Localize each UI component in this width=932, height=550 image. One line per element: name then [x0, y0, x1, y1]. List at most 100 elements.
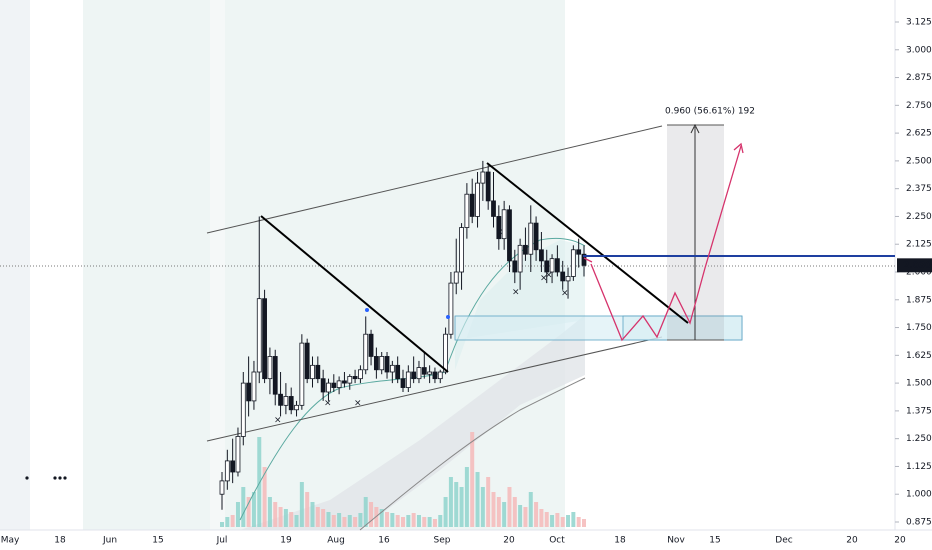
candle-body — [384, 356, 390, 373]
candle-body — [411, 371, 417, 380]
volume-bar — [502, 502, 507, 527]
volume-bar — [411, 513, 416, 527]
signal: × — [545, 271, 553, 281]
y-tick-label: 2.750 — [906, 101, 932, 111]
candle-body — [539, 249, 544, 262]
candle-body — [352, 376, 358, 380]
candle-body — [379, 356, 385, 371]
x-tick-label: 18 — [54, 536, 66, 546]
volume-bar — [363, 497, 368, 527]
candle-body — [224, 460, 230, 482]
volume-bar — [555, 513, 560, 527]
volume-bar — [390, 513, 395, 527]
volume-bar — [443, 497, 448, 527]
signal: × — [512, 288, 520, 298]
candle-body — [347, 376, 353, 384]
candle-body — [230, 460, 236, 473]
candle-body — [517, 244, 523, 273]
candle-body — [331, 382, 337, 388]
x-tick-label: 19 — [280, 536, 292, 546]
x-tick-label: Nov — [667, 536, 685, 546]
volume-bar — [385, 512, 390, 527]
candle-body — [336, 380, 342, 388]
candle-body — [251, 371, 257, 402]
session-band — [0, 0, 30, 530]
volume-bar — [294, 515, 299, 527]
signal: × — [561, 289, 569, 299]
volume-bar — [326, 512, 331, 527]
volume-bar — [496, 497, 501, 527]
candle-body — [453, 271, 459, 284]
candle-body — [570, 249, 576, 277]
candle-body — [342, 380, 347, 384]
volume-bar — [464, 467, 469, 527]
x-tick-label: Jul — [216, 536, 228, 546]
x-tick-label: 18 — [614, 536, 626, 546]
candle-body — [326, 382, 331, 393]
volume-bar — [230, 515, 235, 527]
volume-bar — [347, 515, 352, 527]
volume-bar — [331, 515, 336, 527]
volume-bar — [257, 437, 262, 527]
candle-body — [528, 222, 534, 255]
y-tick-label: 2.000 — [906, 268, 932, 278]
candle-body — [272, 356, 278, 395]
volume-bar — [544, 512, 549, 527]
trend-line — [486, 162, 689, 324]
volume-bar — [342, 517, 347, 527]
volume-bar — [315, 507, 320, 527]
menu-dot[interactable] — [53, 476, 57, 480]
menu-dot[interactable] — [58, 476, 62, 480]
candle-body — [262, 298, 267, 380]
volume-bar — [539, 509, 544, 527]
candle-body — [581, 253, 587, 266]
x-tick-label: 15 — [152, 536, 163, 546]
candle-body — [448, 282, 454, 335]
volume-bar — [278, 507, 283, 527]
measure-arrowhead — [690, 123, 700, 134]
volume-bar — [438, 515, 443, 527]
volume-bar — [454, 482, 459, 527]
x-tick-label: 20 — [846, 536, 858, 546]
x-tick-label: 16 — [378, 536, 390, 546]
y-tick-label: 2.500 — [906, 156, 932, 166]
candle-body — [256, 298, 262, 373]
candle-body — [512, 260, 518, 273]
signal: × — [274, 416, 282, 426]
x-tick-label: 20 — [503, 536, 515, 546]
x-tick-label: Sep — [434, 536, 451, 546]
volume-bar — [235, 502, 240, 527]
candle-body — [288, 396, 294, 411]
volume-bar — [566, 515, 571, 527]
volume-bar — [401, 517, 405, 527]
candle-body — [240, 382, 246, 437]
signal: × — [324, 399, 332, 409]
y-tick-label: 2.250 — [906, 212, 932, 222]
candle-body — [389, 364, 395, 373]
signal: × — [496, 228, 504, 238]
menu-dot[interactable] — [63, 476, 67, 480]
volume-bar — [560, 517, 565, 527]
y-tick-label: 1.500 — [906, 379, 932, 389]
menu-dot[interactable] — [25, 476, 29, 480]
channel-line — [206, 336, 663, 442]
y-tick-label: 3.125 — [906, 18, 932, 28]
candle-body — [320, 378, 326, 393]
candle-body — [507, 209, 512, 262]
volume-bar — [475, 472, 480, 527]
y-tick-label: 1.625 — [906, 351, 932, 361]
candle-body — [283, 396, 289, 406]
y-tick-label: 2.625 — [906, 129, 932, 139]
volume-bar — [225, 517, 230, 527]
volume-bar — [310, 502, 315, 527]
candle-body — [544, 260, 550, 273]
candle-body — [480, 171, 486, 184]
volume-bar — [299, 482, 304, 527]
volume-bar — [246, 497, 251, 527]
candle-body — [416, 367, 422, 380]
volume-bar — [507, 487, 512, 527]
volume-bar — [518, 505, 523, 527]
x-tick-label: Oct — [549, 536, 565, 546]
candle-body — [310, 364, 315, 380]
y-tick-label: 1.000 — [906, 490, 932, 500]
